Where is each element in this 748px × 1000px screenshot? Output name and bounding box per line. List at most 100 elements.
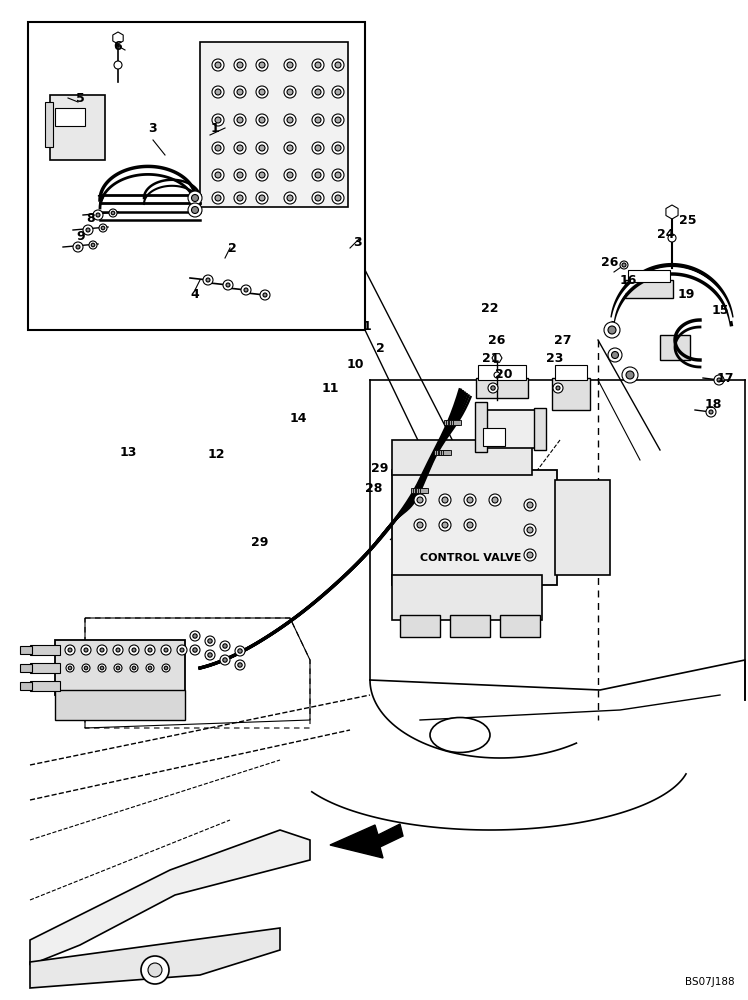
- Circle shape: [335, 117, 341, 123]
- Circle shape: [97, 645, 107, 655]
- Circle shape: [235, 660, 245, 670]
- Circle shape: [315, 62, 321, 68]
- Circle shape: [191, 207, 198, 214]
- Text: 23: 23: [546, 352, 564, 364]
- Text: 7: 7: [96, 194, 105, 207]
- Circle shape: [287, 89, 293, 95]
- Text: 14: 14: [289, 412, 307, 424]
- Circle shape: [234, 169, 246, 181]
- Circle shape: [259, 195, 265, 201]
- Text: 1: 1: [363, 320, 371, 332]
- Circle shape: [417, 497, 423, 503]
- Circle shape: [259, 117, 265, 123]
- Circle shape: [212, 86, 224, 98]
- Circle shape: [114, 664, 122, 672]
- Bar: [444, 420, 452, 425]
- Bar: [392, 575, 542, 620]
- Circle shape: [527, 527, 533, 533]
- Bar: [441, 450, 450, 455]
- Circle shape: [148, 666, 152, 670]
- Circle shape: [223, 644, 227, 648]
- Bar: [443, 450, 451, 455]
- Circle shape: [706, 407, 716, 417]
- Circle shape: [223, 658, 227, 662]
- Bar: [50, 95, 105, 160]
- Circle shape: [66, 664, 74, 672]
- Circle shape: [620, 261, 628, 269]
- Text: 1: 1: [211, 121, 219, 134]
- Text: 11: 11: [321, 381, 339, 394]
- Circle shape: [93, 210, 103, 220]
- Text: 2: 2: [227, 241, 236, 254]
- Text: 16: 16: [619, 273, 637, 286]
- Text: 5: 5: [76, 92, 85, 104]
- Circle shape: [193, 634, 197, 638]
- Circle shape: [256, 114, 268, 126]
- Circle shape: [439, 494, 451, 506]
- Circle shape: [622, 263, 626, 267]
- Circle shape: [524, 524, 536, 536]
- Circle shape: [312, 192, 324, 204]
- Circle shape: [215, 117, 221, 123]
- Circle shape: [256, 86, 268, 98]
- Circle shape: [146, 664, 154, 672]
- Circle shape: [335, 145, 341, 151]
- Bar: [28, 22, 365, 330]
- Circle shape: [234, 192, 246, 204]
- Circle shape: [111, 211, 114, 215]
- Text: 8: 8: [87, 212, 95, 225]
- Text: 3: 3: [149, 121, 157, 134]
- Circle shape: [148, 963, 162, 977]
- Circle shape: [215, 195, 221, 201]
- Circle shape: [608, 326, 616, 334]
- Circle shape: [332, 169, 344, 181]
- Circle shape: [524, 549, 536, 561]
- Circle shape: [604, 322, 620, 338]
- Circle shape: [212, 192, 224, 204]
- Circle shape: [287, 172, 293, 178]
- Bar: [453, 420, 461, 425]
- Circle shape: [113, 645, 123, 655]
- Bar: [480, 410, 535, 448]
- Circle shape: [141, 956, 169, 984]
- Polygon shape: [113, 32, 123, 44]
- Bar: [20, 646, 32, 654]
- Circle shape: [259, 62, 265, 68]
- Circle shape: [312, 142, 324, 154]
- Circle shape: [417, 522, 423, 528]
- Circle shape: [145, 645, 155, 655]
- Bar: [55, 640, 185, 695]
- Bar: [45, 102, 53, 147]
- Circle shape: [82, 664, 90, 672]
- Text: 20: 20: [495, 368, 512, 381]
- Polygon shape: [30, 928, 280, 988]
- Bar: [478, 365, 526, 380]
- Text: 4: 4: [191, 288, 200, 302]
- Circle shape: [237, 172, 243, 178]
- Circle shape: [524, 499, 536, 511]
- Circle shape: [626, 371, 634, 379]
- Circle shape: [332, 192, 344, 204]
- Circle shape: [608, 348, 622, 362]
- Circle shape: [335, 89, 341, 95]
- Circle shape: [256, 192, 268, 204]
- Bar: [392, 440, 532, 475]
- Bar: [55, 690, 185, 720]
- Circle shape: [622, 367, 638, 383]
- Bar: [436, 450, 444, 455]
- Bar: [451, 420, 459, 425]
- Bar: [30, 645, 60, 655]
- Bar: [30, 681, 60, 691]
- Circle shape: [260, 290, 270, 300]
- Circle shape: [188, 191, 202, 205]
- Circle shape: [191, 194, 198, 202]
- Circle shape: [238, 663, 242, 667]
- Circle shape: [527, 552, 533, 558]
- Circle shape: [161, 645, 171, 655]
- Circle shape: [287, 195, 293, 201]
- Text: 12: 12: [207, 448, 224, 462]
- Text: 21: 21: [482, 352, 500, 364]
- Circle shape: [190, 645, 200, 655]
- Circle shape: [215, 145, 221, 151]
- Circle shape: [464, 519, 476, 531]
